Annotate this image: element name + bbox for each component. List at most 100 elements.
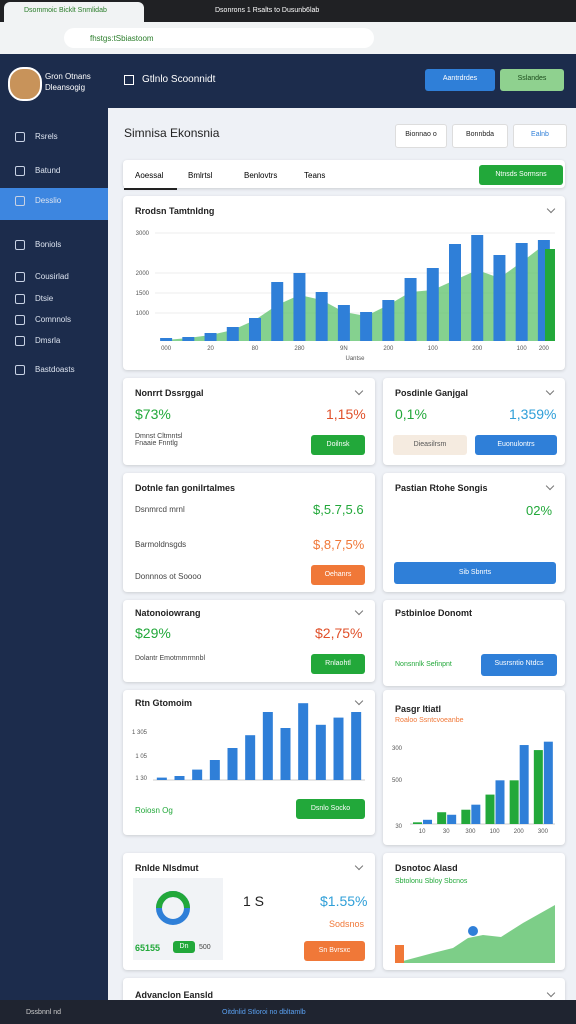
x-tick-label: 30 [443,829,450,835]
bar [471,804,481,824]
bar [226,327,239,341]
card: Rnlde Nlsdmut 65155 Dn 500 1 S $1.55% So… [123,853,375,970]
logo-icon [124,75,134,85]
app-title: Gtlnlo Scoonnidt [142,74,216,85]
url-field[interactable] [64,28,374,48]
bar [519,745,529,824]
y-tick-label: 1 305 [132,730,148,736]
x-tick-label: 100 [517,346,528,352]
metric: $73% [135,406,171,422]
card-title: Rrodsn Tamtnldng [135,206,215,216]
tab-action[interactable]: Ntnsds Sormsns [479,165,563,185]
taskbar-text: Oitdnlid Stloroi no dbltamlb [222,1009,306,1016]
card-button[interactable]: Euonulontrs [475,435,557,455]
row-label: Barmoldnsgds [135,540,187,549]
nav-item[interactable]: Desslio [35,196,62,205]
metric: $29% [135,625,171,641]
tab-bar [0,0,576,22]
bar [449,244,461,341]
header-button[interactable]: Aantrdrdes [425,69,495,91]
nav-item[interactable]: Bastdoasts [35,365,75,374]
nav-item[interactable]: Cousirlad [35,272,69,281]
nav-item[interactable]: Dtsie [35,294,54,303]
card-button[interactable]: Dsnlo Socko [296,799,365,819]
area [403,905,555,963]
bar [471,235,484,341]
row-label: Dsnmrcd mrnl [135,505,185,514]
card-foot: Donnnos ot Soooo [135,572,202,581]
bar [315,724,326,780]
card-button[interactable]: Dieasilrsm [393,435,467,455]
bar [182,337,195,341]
card-foot: Roiosn Og [135,806,173,815]
x-tick-label: 9N [340,346,348,352]
nav-item[interactable]: Batund [35,166,61,175]
card-button[interactable]: Susrsntio Ntdcs [481,654,557,676]
user-role: Dleansogig [45,83,86,92]
chevron[interactable] [354,606,364,616]
nav-item[interactable]: Dmsrla [35,336,61,345]
card-button[interactable]: Rnlaohtl [311,654,365,674]
y-tick-label: 500 [392,778,403,784]
card: Dotnle fan gonilrtalmes Dsnmrcd mrnl $,5… [123,473,375,592]
card-title: Dotnle fan gonilrtalmes [135,483,236,493]
card-sub: Dolantr Emotmmrmnbl [135,655,206,662]
tab-label[interactable]: Aoessal [135,171,164,180]
chevron[interactable] [546,988,556,998]
bar [156,777,167,780]
metric: $1.55% [320,893,368,909]
nav-item[interactable]: Rsrels [35,132,58,141]
donut-arc [156,891,174,909]
bar [174,776,185,780]
bar [509,780,519,824]
header-button[interactable]: Sslandes [500,69,564,91]
x-tick-label: 200 [514,829,525,835]
chevron[interactable] [545,386,555,396]
card-title: Nonrrt Dssrggal [135,388,204,398]
bar [204,333,217,341]
avatar[interactable] [8,67,42,101]
nav-item[interactable]: Boniols [35,240,62,249]
card-title: Pasgr Itiatl [395,704,442,714]
tab-label[interactable]: Teans [304,171,326,180]
x-axis-title: Uantse [345,356,365,362]
card: Pstbinloe Donomt Nonsnnlk Sefinpnt Susrs… [383,600,565,686]
x-tick-label: 100 [428,346,439,352]
x-tick-label: 20 [207,346,214,352]
chevron[interactable] [354,386,364,396]
x-tick-label: 200 [539,346,550,352]
url: fhstgs:tSbiastoom [90,34,154,43]
bar [333,717,344,780]
x-tick-label: 100 [490,829,501,835]
bar [485,794,495,824]
x-tick-label: 300 [538,829,549,835]
card-button[interactable]: Sn Bvrsxc [304,941,365,961]
tab-label[interactable]: Bmlrtsl [188,171,213,180]
x-tick-label: 280 [294,346,305,352]
x-tick-label: 200 [472,346,483,352]
nav-item[interactable]: Comnnols [35,315,72,324]
y-tick-label: 1500 [136,291,150,297]
row-value: $,5.7,5.6 [313,502,364,517]
card-sub: Sbtolonu Sbloy Sbcnos [395,878,468,885]
card-button[interactable]: Doilnsk [311,435,365,455]
tab[interactable] [4,2,144,22]
donut [156,891,190,925]
filter-button[interactable]: Bonnbda [452,124,508,148]
chevron[interactable] [545,481,555,491]
tab-label[interactable]: Benlovtrs [244,171,278,180]
filter-button[interactable]: Ealnb [513,124,567,148]
metric: 1 S [243,893,265,909]
nav-icon [15,294,25,304]
card-button[interactable]: Sib Sbnrts [394,562,556,584]
bar-chart: 300 500 30 10 30 300 100 200 300 [392,741,555,835]
filter-button[interactable]: Bionnao o [395,124,447,148]
y-tick-label: 1 05 [135,754,147,760]
tab-active[interactable] [124,161,177,190]
bar [543,741,553,824]
card-title: Rtn Gtomoim [135,698,192,708]
metric: 02% [526,503,553,518]
card-button[interactable]: Oehanrs [311,565,365,585]
card: 1 305 1 05 1 30 Rtn Gtomoim Roiosn Og Dsnl… [123,690,375,835]
chevron[interactable] [354,861,364,871]
